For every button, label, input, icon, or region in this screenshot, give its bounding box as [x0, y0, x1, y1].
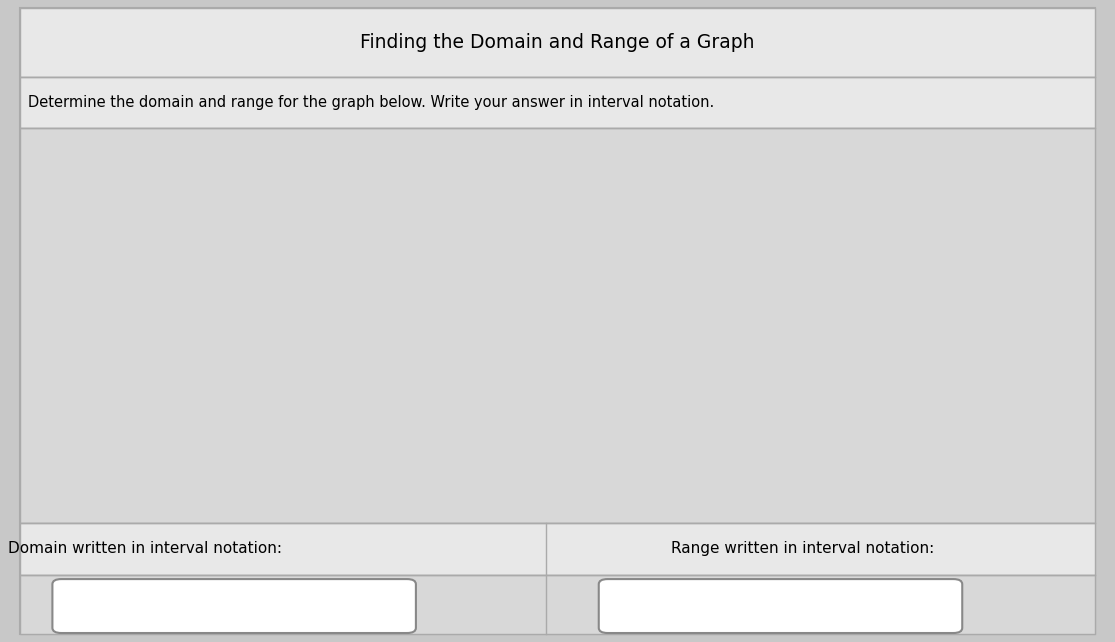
Text: 2: 2	[536, 250, 544, 263]
FancyBboxPatch shape	[20, 575, 1095, 634]
Text: Range written in interval notation:: Range written in interval notation:	[671, 541, 934, 557]
Text: 5: 5	[536, 146, 544, 159]
FancyBboxPatch shape	[20, 8, 1095, 77]
Text: 3: 3	[536, 215, 544, 228]
Text: Finding the Domain and Range of a Graph: Finding the Domain and Range of a Graph	[360, 33, 755, 52]
Text: -5: -5	[532, 493, 544, 506]
Text: Domain written in interval notation:: Domain written in interval notation:	[8, 541, 282, 557]
Text: -3: -3	[445, 340, 457, 352]
Text: 2: 2	[620, 340, 628, 352]
Text: 4: 4	[689, 340, 698, 352]
Text: 5: 5	[725, 340, 733, 352]
Text: -1: -1	[514, 340, 526, 352]
Text: 1: 1	[585, 340, 593, 352]
Text: -4: -4	[409, 340, 421, 352]
Text: x: x	[735, 300, 743, 314]
Text: 3: 3	[655, 340, 663, 352]
FancyBboxPatch shape	[52, 579, 416, 633]
Text: 1: 1	[536, 284, 544, 298]
Text: -3: -3	[532, 424, 544, 437]
Text: -1: -1	[532, 354, 544, 367]
Text: -5: -5	[375, 340, 387, 352]
FancyBboxPatch shape	[20, 128, 1095, 523]
Text: 4: 4	[536, 180, 544, 193]
FancyBboxPatch shape	[20, 523, 1095, 575]
FancyBboxPatch shape	[599, 579, 962, 633]
Text: -2: -2	[479, 340, 492, 352]
Text: -4: -4	[532, 458, 544, 471]
FancyBboxPatch shape	[20, 8, 1095, 634]
Text: -2: -2	[532, 389, 544, 402]
FancyBboxPatch shape	[20, 77, 1095, 128]
Text: y: y	[563, 142, 571, 156]
Text: Determine the domain and range for the graph below. Write your answer in interva: Determine the domain and range for the g…	[28, 95, 714, 110]
